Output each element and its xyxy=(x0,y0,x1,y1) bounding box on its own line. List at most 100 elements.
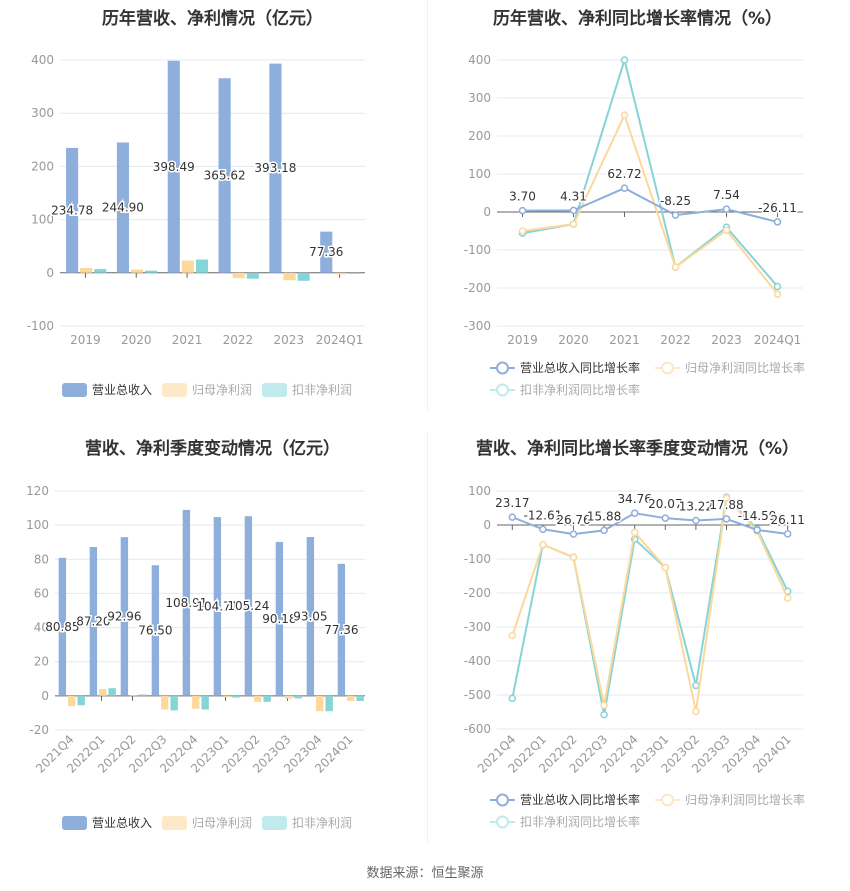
bars xyxy=(58,509,364,712)
svg-text:归母净利润同比增长率: 归母净利润同比增长率 xyxy=(685,792,805,807)
svg-text:-600: -600 xyxy=(464,722,491,736)
bars xyxy=(66,60,361,281)
chart-title: 历年营收、净利同比增长率情况（%） xyxy=(492,9,783,29)
chart-title: 营收、净利同比增长率季度变动情况（%） xyxy=(475,439,800,459)
svg-text:234.78: 234.78 xyxy=(51,203,93,217)
svg-text:92.96: 92.96 xyxy=(107,610,141,624)
y-axis: 400 300 200 100 0 -100 -200 -300 xyxy=(464,53,803,333)
svg-text:90.18: 90.18 xyxy=(262,612,296,626)
data-source-note: 数据来源：恒生聚源 xyxy=(366,866,484,881)
line-series xyxy=(508,494,792,716)
svg-text:营业总收入: 营业总收入 xyxy=(92,383,152,397)
svg-text:7.54: 7.54 xyxy=(713,188,740,202)
svg-text:2024Q1: 2024Q1 xyxy=(316,333,364,347)
svg-text:393.18: 393.18 xyxy=(254,161,296,175)
svg-text:100: 100 xyxy=(468,484,491,498)
svg-text:-500: -500 xyxy=(464,688,491,702)
svg-text:104.71: 104.71 xyxy=(196,599,238,613)
svg-text:-100: -100 xyxy=(464,552,491,566)
svg-text:400: 400 xyxy=(468,53,491,67)
svg-text:2021: 2021 xyxy=(609,333,640,347)
svg-text:营业总收入同比增长率: 营业总收入同比增长率 xyxy=(520,360,640,375)
svg-text:0: 0 xyxy=(483,205,491,219)
svg-text:3.70: 3.70 xyxy=(509,190,536,204)
line-series xyxy=(518,56,782,291)
svg-text:-200: -200 xyxy=(464,586,491,600)
svg-text:2023: 2023 xyxy=(273,333,304,347)
svg-text:80.85: 80.85 xyxy=(45,620,79,634)
chart-title: 营收、净利季度变动情况（亿元） xyxy=(85,439,340,459)
y-axis: 400 300 200 100 0 -100 xyxy=(27,53,365,333)
svg-text:26.76: 26.76 xyxy=(556,513,590,527)
svg-text:100: 100 xyxy=(468,167,491,181)
svg-text:营业总收入同比增长率: 营业总收入同比增长率 xyxy=(520,792,640,807)
line-series xyxy=(518,184,782,226)
svg-text:40: 40 xyxy=(34,621,49,635)
svg-text:4.31: 4.31 xyxy=(560,189,587,203)
x-axis: 2021Q42022Q12022Q22022Q32022Q42023Q12023… xyxy=(475,732,794,776)
svg-text:15.88: 15.88 xyxy=(587,509,621,523)
svg-text:-26.11: -26.11 xyxy=(758,201,797,215)
svg-text:105.24: 105.24 xyxy=(227,599,269,613)
svg-text:20.07: 20.07 xyxy=(648,497,682,511)
svg-text:13.22: 13.22 xyxy=(679,500,713,514)
svg-text:400: 400 xyxy=(31,53,54,67)
svg-text:2020: 2020 xyxy=(121,333,152,347)
svg-text:2022: 2022 xyxy=(660,333,691,347)
chart-canvas: 400 300 200 100 0 -100 -200 -300 2019 2020 2021 202… xyxy=(464,53,805,397)
svg-text:34.76: 34.76 xyxy=(618,492,652,506)
svg-text:244.90: 244.90 xyxy=(102,201,144,215)
legend[interactable]: 营业总收入 归母净利润 扣非净利润 xyxy=(62,816,352,830)
svg-text:2020: 2020 xyxy=(558,333,589,347)
svg-text:17.88: 17.88 xyxy=(709,498,743,512)
svg-text:0: 0 xyxy=(483,518,491,532)
svg-text:200: 200 xyxy=(468,129,491,143)
x-axis: 2019 2020 2021 2022 2023 2024Q1 xyxy=(507,333,801,347)
svg-text:200: 200 xyxy=(31,159,54,173)
svg-text:归母净利润同比增长率: 归母净利润同比增长率 xyxy=(685,360,805,375)
annual-growth-chart: 历年营收、净利同比增长率情况（%） 400 300 200 100 0 -100 -200 -… xyxy=(425,0,850,410)
svg-text:-100: -100 xyxy=(464,243,491,257)
svg-text:-14.59: -14.59 xyxy=(738,509,777,523)
svg-text:归母净利润: 归母净利润 xyxy=(192,816,252,830)
y-axis: 100 0 -100 -200 -300 -400 -500 -600 xyxy=(464,484,803,736)
line-series xyxy=(508,509,792,538)
svg-text:2021: 2021 xyxy=(172,333,203,347)
svg-text:-300: -300 xyxy=(464,319,491,333)
svg-text:100: 100 xyxy=(31,213,54,227)
svg-text:20: 20 xyxy=(34,655,49,669)
svg-text:-12.61: -12.61 xyxy=(524,508,563,522)
svg-text:-20: -20 xyxy=(29,723,49,737)
quarterly-growth-chart: 营收、净利同比增长率季度变动情况（%） 100 0 -100 -200 -300 -400… xyxy=(425,420,850,850)
quarterly-amounts-chart: 营收、净利季度变动情况（亿元） 120 100 80 60 40 20 0 -20 2021Q4… xyxy=(0,420,425,850)
x-axis: 2019 2020 2021 2022 2023 2024Q1 xyxy=(70,333,363,347)
svg-text:扣非净利润同比增长率: 扣非净利润同比增长率 xyxy=(520,814,640,829)
svg-text:2024Q1: 2024Q1 xyxy=(754,333,802,347)
svg-text:93.05: 93.05 xyxy=(293,609,327,623)
svg-text:2023: 2023 xyxy=(711,333,742,347)
svg-text:300: 300 xyxy=(468,91,491,105)
svg-text:-8.25: -8.25 xyxy=(660,194,691,208)
svg-text:归母净利润: 归母净利润 xyxy=(192,383,252,397)
svg-text:23.17: 23.17 xyxy=(495,496,529,510)
svg-text:-100: -100 xyxy=(27,319,54,333)
svg-text:120: 120 xyxy=(26,484,49,498)
chart-title: 历年营收、净利情况（亿元） xyxy=(102,9,323,29)
svg-text:60: 60 xyxy=(34,586,49,600)
svg-text:扣非净利润: 扣非净利润 xyxy=(292,383,352,397)
svg-text:62.72: 62.72 xyxy=(607,167,641,181)
vertical-divider-bottom xyxy=(427,432,428,842)
svg-text:2022: 2022 xyxy=(223,333,254,347)
svg-text:76.50: 76.50 xyxy=(138,624,172,638)
svg-text:2019: 2019 xyxy=(507,333,538,347)
svg-text:-400: -400 xyxy=(464,654,491,668)
svg-text:0: 0 xyxy=(46,266,54,280)
x-axis: 2021Q42022Q12022Q22022Q32022Q42023Q12023… xyxy=(33,732,356,776)
chart-canvas: 100 0 -100 -200 -300 -400 -500 -6002021Q42022Q1… xyxy=(464,484,807,829)
legend[interactable]: 营业总收入 归母净利润 扣非净利润 xyxy=(62,383,352,397)
svg-text:营业总收入: 营业总收入 xyxy=(92,816,152,830)
svg-text:100: 100 xyxy=(26,518,49,532)
svg-text:108.91: 108.91 xyxy=(165,596,207,610)
